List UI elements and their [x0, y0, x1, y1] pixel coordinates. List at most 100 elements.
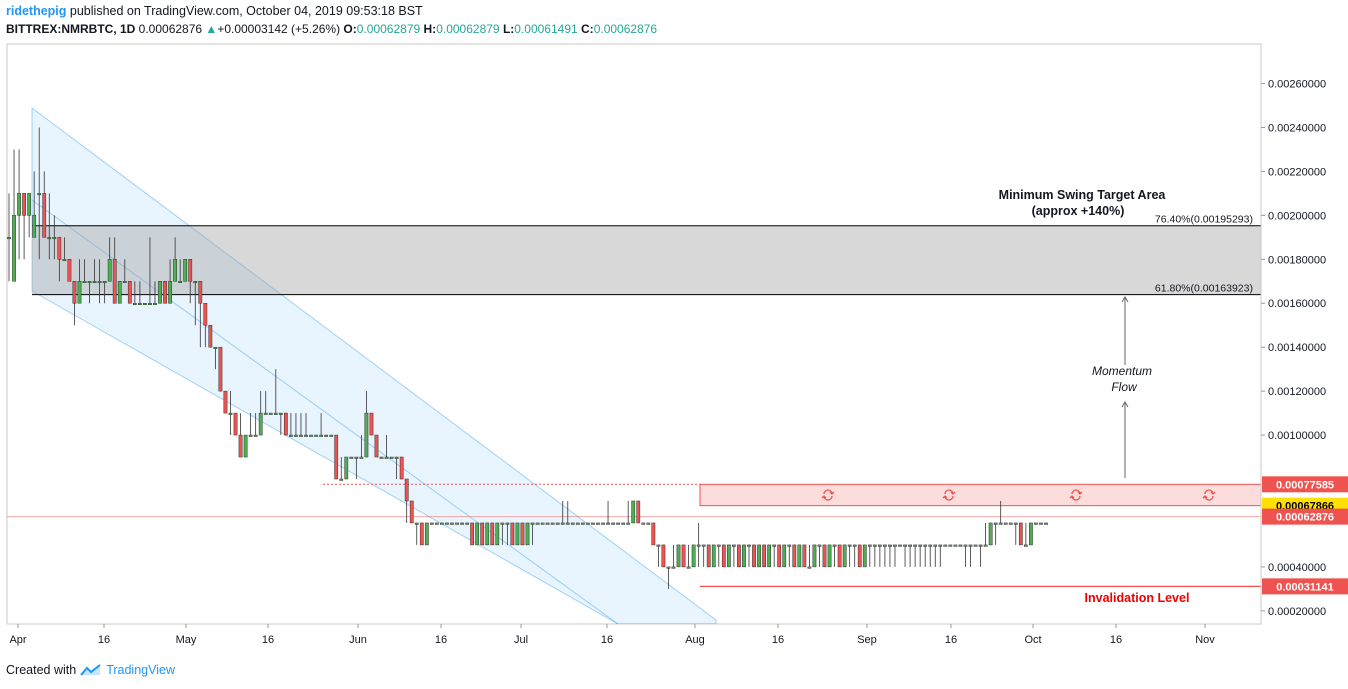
candle-body[interactable] — [243, 434, 248, 458]
candle-body[interactable] — [334, 434, 339, 480]
candle-body[interactable] — [107, 259, 112, 282]
candle-body[interactable] — [223, 390, 228, 414]
candle-body[interactable] — [92, 281, 97, 284]
candle-body[interactable] — [470, 522, 475, 546]
candle-body[interactable] — [726, 544, 731, 568]
candle-body[interactable] — [988, 522, 993, 546]
candle-body[interactable] — [580, 522, 585, 525]
candle-body[interactable] — [414, 522, 419, 525]
candle-body[interactable] — [1018, 522, 1023, 546]
candle-body[interactable] — [102, 281, 107, 284]
candle-body[interactable] — [178, 281, 183, 284]
candle-body[interactable] — [394, 456, 399, 459]
candle-body[interactable] — [752, 544, 756, 568]
candle-body[interactable] — [339, 478, 344, 481]
candle-body[interactable] — [278, 412, 283, 415]
candle-body[interactable] — [299, 434, 303, 437]
candle-body[interactable] — [294, 434, 298, 437]
candle-body[interactable] — [555, 522, 560, 525]
candle-body[interactable] — [656, 544, 661, 547]
candle-body[interactable] — [877, 544, 882, 547]
candle-body[interactable] — [938, 544, 943, 547]
candle-body[interactable] — [767, 544, 772, 568]
candle-body[interactable] — [616, 522, 620, 525]
price-axis[interactable]: 0.00020000 0.00040000 0.00100000 0.00120000… — [1261, 79, 1326, 618]
candle-body[interactable] — [77, 281, 82, 304]
candle-body[interactable] — [883, 544, 887, 547]
candle-body[interactable] — [273, 412, 278, 415]
candle-body[interactable] — [1034, 522, 1038, 525]
candle-body[interactable] — [445, 522, 449, 525]
candle-body[interactable] — [646, 522, 651, 525]
candle-body[interactable] — [344, 456, 349, 480]
candle-body[interactable] — [570, 522, 575, 525]
candle-body[interactable] — [384, 456, 389, 459]
candle-body[interactable] — [349, 456, 354, 459]
candle-body[interactable] — [827, 544, 832, 568]
candle-body[interactable] — [238, 434, 243, 458]
candle-body[interactable] — [857, 544, 862, 568]
candle-body[interactable] — [691, 544, 696, 568]
candle-body[interactable] — [268, 412, 273, 415]
candle-body[interactable] — [319, 434, 323, 437]
candle-body[interactable] — [671, 566, 676, 569]
candle-body[interactable] — [812, 544, 817, 568]
candle-body[interactable] — [424, 522, 429, 546]
candle-body[interactable] — [419, 522, 424, 546]
candle-body[interactable] — [7, 237, 11, 240]
candle-body[interactable] — [888, 544, 892, 547]
candle-body[interactable] — [1008, 522, 1013, 525]
candle-body[interactable] — [626, 522, 631, 525]
candle-body[interactable] — [263, 412, 268, 415]
candle-body[interactable] — [903, 544, 907, 547]
candle-body[interactable] — [364, 412, 369, 458]
candle-body[interactable] — [535, 522, 540, 525]
candle-body[interactable] — [158, 281, 162, 304]
candle-body[interactable] — [596, 522, 600, 525]
candle-body[interactable] — [67, 259, 72, 282]
candle-body[interactable] — [862, 544, 867, 568]
candle-body[interactable] — [550, 522, 555, 525]
candle-body[interactable] — [782, 544, 787, 568]
candle-body[interactable] — [72, 281, 77, 304]
candle-body[interactable] — [329, 434, 334, 437]
candle-body[interactable] — [253, 434, 258, 437]
candle-body[interactable] — [22, 193, 26, 216]
candle-body[interactable] — [737, 544, 741, 568]
candle-body[interactable] — [973, 544, 978, 547]
candle-body[interactable] — [681, 544, 686, 568]
candle-body[interactable] — [127, 281, 132, 304]
candle-body[interactable] — [374, 434, 379, 458]
candle-body[interactable] — [958, 544, 963, 547]
candle-body[interactable] — [475, 522, 480, 546]
candle-body[interactable] — [510, 522, 515, 546]
candle-body[interactable] — [258, 412, 263, 436]
candle-body[interactable] — [520, 522, 525, 546]
candle-body[interactable] — [747, 544, 751, 547]
candle-body[interactable] — [918, 544, 923, 547]
candle-body[interactable] — [953, 544, 958, 547]
candle-body[interactable] — [404, 478, 409, 502]
candle-body[interactable] — [132, 302, 137, 305]
candle-body[interactable] — [872, 544, 877, 547]
candle-body[interactable] — [248, 434, 253, 437]
candle-body[interactable] — [832, 544, 837, 547]
candle-body[interactable] — [686, 566, 691, 569]
candle-body[interactable] — [37, 193, 42, 196]
candle-body[interactable] — [852, 544, 857, 547]
candle-body[interactable] — [283, 412, 288, 436]
candle-body[interactable] — [867, 544, 872, 547]
candle-body[interactable] — [490, 522, 495, 546]
candle-body[interactable] — [983, 544, 988, 547]
candle-body[interactable] — [998, 522, 1003, 525]
candle-body[interactable] — [228, 412, 233, 415]
candle-body[interactable] — [701, 544, 706, 547]
candle-body[interactable] — [762, 544, 766, 568]
candle-body[interactable] — [732, 544, 736, 547]
candle-body[interactable] — [193, 281, 198, 284]
candle-body[interactable] — [12, 215, 16, 282]
candle-body[interactable] — [676, 544, 681, 568]
candle-body[interactable] — [429, 522, 434, 525]
candle-body[interactable] — [389, 456, 394, 459]
candle-body[interactable] — [933, 544, 938, 547]
